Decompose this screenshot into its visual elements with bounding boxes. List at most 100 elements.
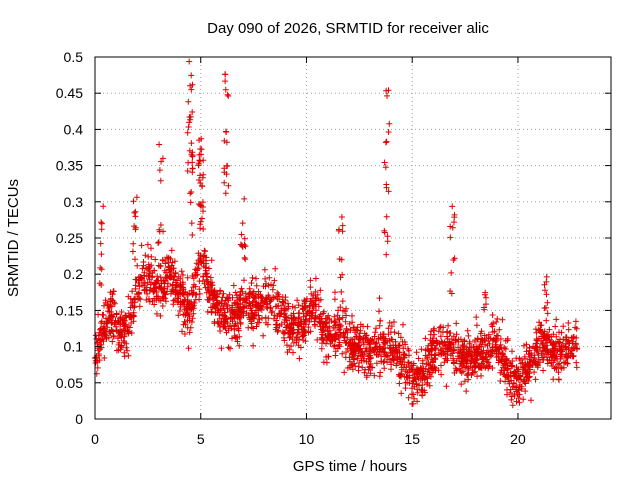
data-point — [320, 337, 327, 344]
data-point — [168, 247, 175, 254]
data-point — [457, 336, 464, 343]
data-point — [122, 312, 129, 319]
data-point — [159, 256, 166, 263]
data-point — [331, 343, 337, 350]
data-point — [544, 299, 551, 306]
data-point — [175, 312, 182, 319]
data-point — [185, 124, 192, 130]
data-point — [128, 300, 135, 306]
data-point — [299, 333, 306, 340]
data-point — [422, 347, 429, 354]
data-point — [394, 354, 401, 361]
data-point — [146, 298, 153, 305]
data-point — [136, 303, 143, 310]
data-point — [200, 171, 207, 178]
data-point — [97, 240, 104, 247]
data-point — [161, 285, 168, 292]
data-point — [387, 329, 394, 336]
data-point — [180, 321, 187, 328]
data-point — [226, 291, 233, 298]
data-point — [556, 339, 563, 346]
data-point — [200, 226, 207, 232]
data-point — [409, 401, 416, 407]
data-point — [201, 280, 208, 287]
y-tick-label: 0.2 — [64, 266, 84, 282]
data-point — [317, 287, 324, 294]
data-point — [453, 320, 460, 327]
data-point — [385, 188, 392, 195]
data-point — [275, 327, 282, 334]
data-point — [204, 296, 211, 303]
data-point — [296, 355, 303, 362]
data-point — [373, 352, 380, 358]
data-point — [384, 359, 391, 366]
y-tick-label: 0.35 — [56, 158, 83, 174]
data-point — [556, 346, 563, 353]
data-point — [499, 350, 506, 357]
data-point — [552, 364, 559, 371]
data-point — [444, 348, 451, 355]
data-point — [236, 333, 243, 340]
data-point — [401, 351, 408, 357]
data-point — [522, 388, 529, 395]
data-point — [391, 348, 398, 355]
data-point — [164, 283, 171, 290]
data-point — [397, 334, 404, 341]
data-point — [469, 369, 476, 376]
data-point — [563, 355, 570, 362]
data-point — [212, 294, 219, 301]
data-point — [187, 113, 194, 120]
data-point — [382, 164, 389, 171]
data-point — [556, 360, 563, 367]
data-point — [145, 266, 151, 273]
data-point — [419, 360, 426, 367]
data-point — [499, 316, 506, 323]
data-point — [233, 299, 240, 306]
data-point — [553, 333, 560, 340]
data-point — [190, 275, 197, 282]
data-point — [307, 277, 314, 284]
data-point — [573, 364, 580, 371]
data-point — [188, 304, 195, 311]
data-point — [509, 402, 516, 409]
data-point — [422, 335, 429, 342]
data-point — [125, 352, 132, 359]
data-point — [536, 319, 543, 326]
data-point — [461, 378, 468, 385]
data-point — [151, 301, 158, 308]
data-point — [535, 356, 542, 363]
data-point — [227, 345, 233, 352]
data-point — [406, 352, 412, 359]
data-point — [272, 265, 279, 272]
data-point — [294, 329, 301, 336]
data-point — [123, 344, 130, 351]
data-point — [260, 332, 267, 339]
data-point — [418, 386, 425, 393]
data-point — [459, 342, 466, 349]
y-tick-label: 0.05 — [56, 375, 83, 391]
data-point — [416, 367, 423, 374]
data-point — [255, 307, 262, 314]
data-point — [336, 315, 343, 322]
data-point — [515, 395, 522, 402]
data-point — [245, 312, 252, 318]
data-point — [184, 274, 191, 281]
data-point — [169, 259, 176, 266]
data-point — [177, 275, 184, 282]
data-point — [282, 329, 288, 336]
data-point — [539, 340, 546, 347]
data-point — [271, 277, 278, 284]
data-point — [168, 288, 175, 295]
data-point — [350, 347, 357, 354]
data-point — [518, 357, 524, 363]
data-point — [129, 248, 136, 255]
data-point — [261, 266, 268, 273]
data-point — [213, 291, 220, 298]
data-point — [230, 282, 237, 289]
data-point — [546, 326, 553, 333]
data-point — [496, 349, 503, 355]
data-point — [225, 344, 232, 351]
data-point — [143, 296, 150, 303]
data-point — [393, 362, 400, 369]
data-point — [497, 341, 504, 348]
